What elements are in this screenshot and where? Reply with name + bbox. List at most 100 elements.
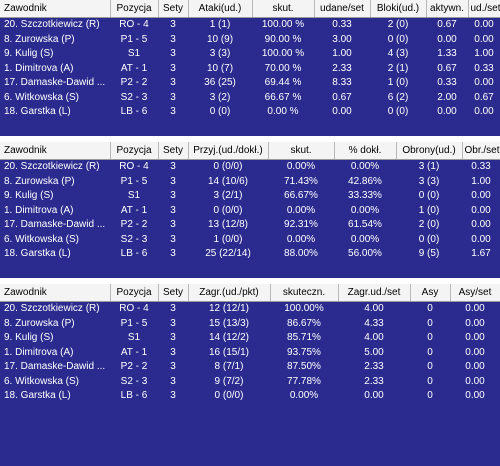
stat-cell: AT - 1 (120, 204, 148, 216)
column-header[interactable]: Ataki(ud.) (188, 0, 253, 18)
reception-stats-table: Zawodnik Pozycja Sety Przyj.(ud./dokł.) … (0, 142, 500, 262)
column-header[interactable]: aktywn. (426, 0, 469, 18)
column-header[interactable]: Bloki(ud.) (370, 0, 427, 18)
reception-header-row: Zawodnik Pozycja Sety Przyj.(ud./dokł.) … (0, 142, 500, 160)
stat-cell: 2.33 (364, 361, 384, 372)
player-name-cell: 17. Damaske-Dawid ... (4, 361, 106, 372)
player-row[interactable]: 8. Zurowska (P) P1 - 5 3 14 (10/6) 71.43% 42.… (0, 175, 500, 190)
stat-cell: LB - 6 (120, 390, 148, 401)
stat-cell: 3 (170, 219, 176, 230)
stat-cell: 0 (0) (387, 106, 409, 117)
stat-cell: S2 - 3 (120, 233, 148, 245)
player-row[interactable]: 20. Szczotkiewicz (R) RO - 4 3 12 (12/1) 100… (0, 301, 500, 317)
player-row[interactable]: 17. Damaske-Dawid ... P2 - 2 3 36 (25) 69.44… (0, 76, 500, 91)
stat-cell: 0.00% (350, 204, 380, 216)
stat-cell: 3 (170, 106, 176, 117)
column-header[interactable]: Asy (410, 284, 451, 302)
column-header[interactable]: Pozycja (110, 142, 159, 160)
player-row[interactable]: 1. Dimitrova (A) AT - 1 3 0 (0/0) 0.00% 0.00%… (0, 204, 500, 219)
stat-cell: 0.00% (289, 390, 319, 401)
stat-cell: 16 (15/1) (208, 346, 250, 358)
column-header[interactable]: Obr./set (462, 142, 500, 160)
stat-cell: S2 - 3 (120, 375, 148, 387)
column-header[interactable]: udane/set (314, 0, 371, 18)
column-header[interactable]: Zawodnik (0, 142, 111, 160)
stat-cell: 3 (170, 77, 176, 88)
column-header[interactable]: Pozycja (110, 0, 159, 18)
player-row[interactable]: 17. Damaske-Dawid ... P2 - 2 3 8 (7/1) 87.50… (0, 360, 500, 375)
stat-cell: 5.00 (364, 346, 384, 358)
column-header[interactable]: Sety (158, 0, 189, 18)
column-header[interactable]: Zagr.(ud./pkt) (188, 284, 271, 302)
stat-cell: 0.00% (286, 233, 316, 245)
stat-cell: 10 (9) (206, 33, 234, 45)
player-row[interactable]: 17. Damaske-Dawid ... P2 - 2 3 13 (12/8) 92.… (0, 218, 500, 233)
player-name-cell: 20. Szczotkiewicz (R) (0, 159, 110, 175)
stat-cell: S1 (127, 48, 141, 59)
stat-cell: 3 (170, 248, 176, 259)
stat-cell: S2 - 3 (120, 91, 148, 103)
column-header[interactable]: Sety (158, 142, 189, 160)
stat-cell: 0.00 (450, 301, 500, 317)
stat-cell: 14 (10/6) (207, 175, 249, 187)
stat-cell: 0.00 (471, 190, 491, 201)
player-name-cell: 9. Kulig (S) (4, 332, 54, 343)
column-header[interactable]: skuteczn. (270, 284, 339, 302)
player-row[interactable]: 8. Zurowska (P) P1 - 5 3 10 (9) 90.00 % 3.00 0… (0, 33, 500, 48)
stat-cell: 4.00 (338, 301, 410, 317)
player-row[interactable]: 8. Zurowska (P) P1 - 5 3 15 (13/3) 86.67% 4.3… (0, 317, 500, 332)
stat-cell: 90.00 % (264, 33, 302, 45)
column-header[interactable]: Sety (158, 284, 189, 302)
panel-divider (0, 278, 500, 284)
stat-cell: 87.50% (287, 361, 321, 372)
stat-cell: 42.86% (348, 175, 382, 187)
player-row[interactable]: 9. Kulig (S) S1 3 3 (3) 100.00 % 1.00 4 (3) 1.3… (0, 47, 500, 62)
player-row[interactable]: 9. Kulig (S) S1 3 14 (12/2) 85.71% 4.00 0 0.00 (0, 331, 500, 346)
attack-header-row: Zawodnik Pozycja Sety Ataki(ud.) skut. u… (0, 0, 500, 18)
column-header[interactable]: Zawodnik (0, 0, 111, 18)
player-name-cell: 9. Kulig (S) (4, 190, 54, 201)
player-name-cell: 18. Garstka (L) (4, 248, 71, 259)
stat-cell: 0 (427, 332, 433, 343)
stat-cell: 3 (158, 159, 188, 175)
stat-cell: RO - 4 (110, 159, 158, 175)
stat-cell: 8.33 (332, 77, 352, 88)
stat-cell: 0 (0) (418, 190, 440, 201)
stat-cell: 0 (0) (387, 33, 409, 45)
stat-cell: 0.00 (437, 33, 457, 45)
player-row[interactable]: 6. Witkowska (S) S2 - 3 3 3 (2) 66.67 % 0.67 6… (0, 91, 500, 106)
stat-cell: 0 (427, 390, 433, 401)
stat-cell: 3 (170, 317, 176, 329)
player-row[interactable]: 18. Garstka (L) LB - 6 3 0 (0) 0.00 % 0.00 0 (… (0, 105, 500, 120)
stat-cell: 85.71% (287, 332, 321, 343)
column-header[interactable]: ud./set (468, 0, 500, 18)
stat-cell: 0 (427, 346, 433, 358)
column-header[interactable]: skut. (268, 142, 335, 160)
stat-cell: 3 (170, 390, 176, 401)
column-header[interactable]: % dokł. (334, 142, 397, 160)
column-header[interactable]: skut. (252, 0, 315, 18)
player-row[interactable]: 18. Garstka (L) LB - 6 3 0 (0/0) 0.00% 0.00 0 0… (0, 389, 500, 404)
player-row[interactable]: 1. Dimitrova (A) AT - 1 3 10 (7) 70.00 % 2.33… (0, 62, 500, 77)
stat-cell: 3 (158, 301, 188, 317)
stat-cell: 0.00 (364, 390, 384, 401)
player-row[interactable]: 18. Garstka (L) LB - 6 3 25 (22/14) 88.00% 56… (0, 247, 500, 262)
column-header[interactable]: Przyj.(ud./dokł.) (188, 142, 269, 160)
player-row[interactable]: 1. Dimitrova (A) AT - 1 3 16 (15/1) 93.75% 5.… (0, 346, 500, 361)
column-header[interactable]: Asy/set (450, 284, 500, 302)
stat-cell: 0.00% (334, 159, 396, 175)
column-header[interactable]: Obrony(ud.) (396, 142, 463, 160)
player-row[interactable]: 6. Witkowska (S) S2 - 3 3 1 (0/0) 0.00% 0.00%… (0, 233, 500, 248)
player-row[interactable]: 6. Witkowska (S) S2 - 3 3 9 (7/2) 77.78% 2.33… (0, 375, 500, 390)
player-row[interactable]: 9. Kulig (S) S1 3 3 (2/1) 66.67% 33.33% 0 (0) 0… (0, 189, 500, 204)
column-header[interactable]: Pozycja (110, 284, 159, 302)
stat-cell: P1 - 5 (120, 175, 148, 187)
column-header[interactable]: Zagr.ud./set (338, 284, 411, 302)
column-header[interactable]: Zawodnik (0, 284, 111, 302)
attack-stats-table: Zawodnik Pozycja Sety Ataki(ud.) skut. u… (0, 0, 500, 120)
stat-cell: 0.33 (437, 77, 457, 88)
serve-header-row: Zawodnik Pozycja Sety Zagr.(ud./pkt) sku… (0, 284, 500, 302)
stat-cell: 9 (7/2) (214, 375, 244, 387)
